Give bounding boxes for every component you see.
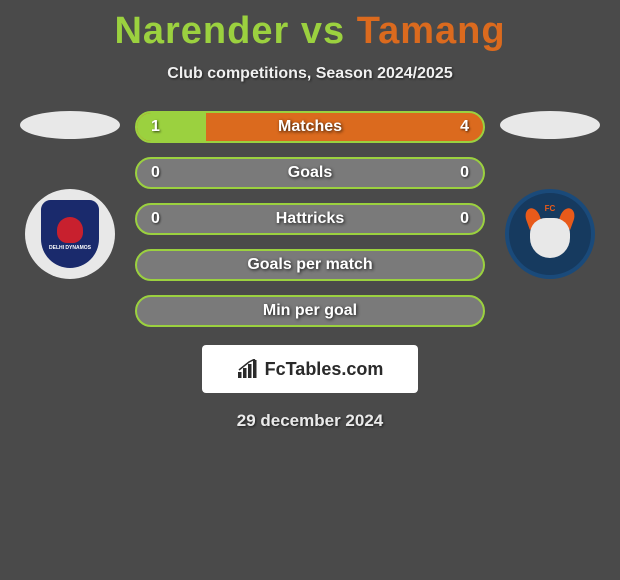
stat-bar: 14Matches (135, 111, 485, 143)
chart-icon (237, 359, 259, 379)
player2-column: FC (500, 111, 600, 279)
stat-label: Goals per match (137, 256, 483, 274)
stat-bar: Goals per match (135, 249, 485, 281)
title-player1: Narender (114, 10, 289, 52)
date-text: 29 december 2024 (0, 411, 620, 431)
lion-icon (57, 217, 83, 243)
stat-bars: 14Matches 00Goals 00Hattricks Goals per mat… (135, 111, 485, 327)
branding-text: FcTables.com (265, 359, 384, 380)
stat-bar: 00Goals (135, 157, 485, 189)
player1-club-badge: DELHI DYNAMOS (25, 189, 115, 279)
subtitle: Club competitions, Season 2024/2025 (0, 65, 620, 83)
stat-bar: 00Hattricks (135, 203, 485, 235)
fc-goa-gaur-icon: FC (522, 206, 578, 262)
player1-column: DELHI DYNAMOS (20, 111, 120, 279)
stat-label: Goals (137, 164, 483, 182)
stat-label: Min per goal (137, 302, 483, 320)
badge-text: DELHI DYNAMOS (49, 246, 91, 251)
delhi-dynamos-shield-icon: DELHI DYNAMOS (41, 200, 99, 268)
player2-avatar-placeholder (500, 111, 600, 139)
branding-badge: FcTables.com (202, 345, 418, 393)
stat-bar: Min per goal (135, 295, 485, 327)
stat-label: Matches (137, 118, 483, 136)
player1-avatar-placeholder (20, 111, 120, 139)
comparison-content: DELHI DYNAMOS 14Matches 00Goals 00Hattrick… (0, 111, 620, 327)
page-title: Narender vs Tamang (0, 0, 620, 53)
title-player2: Tamang (357, 10, 506, 52)
player2-club-badge: FC (505, 189, 595, 279)
stat-label: Hattricks (137, 210, 483, 228)
title-vs: vs (301, 10, 345, 52)
